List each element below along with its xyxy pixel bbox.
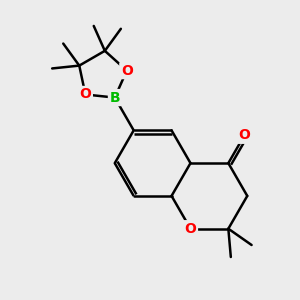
Text: O: O (238, 128, 250, 142)
Text: O: O (121, 64, 133, 78)
Text: O: O (184, 222, 196, 236)
Text: O: O (80, 88, 91, 101)
Text: B: B (110, 91, 120, 105)
